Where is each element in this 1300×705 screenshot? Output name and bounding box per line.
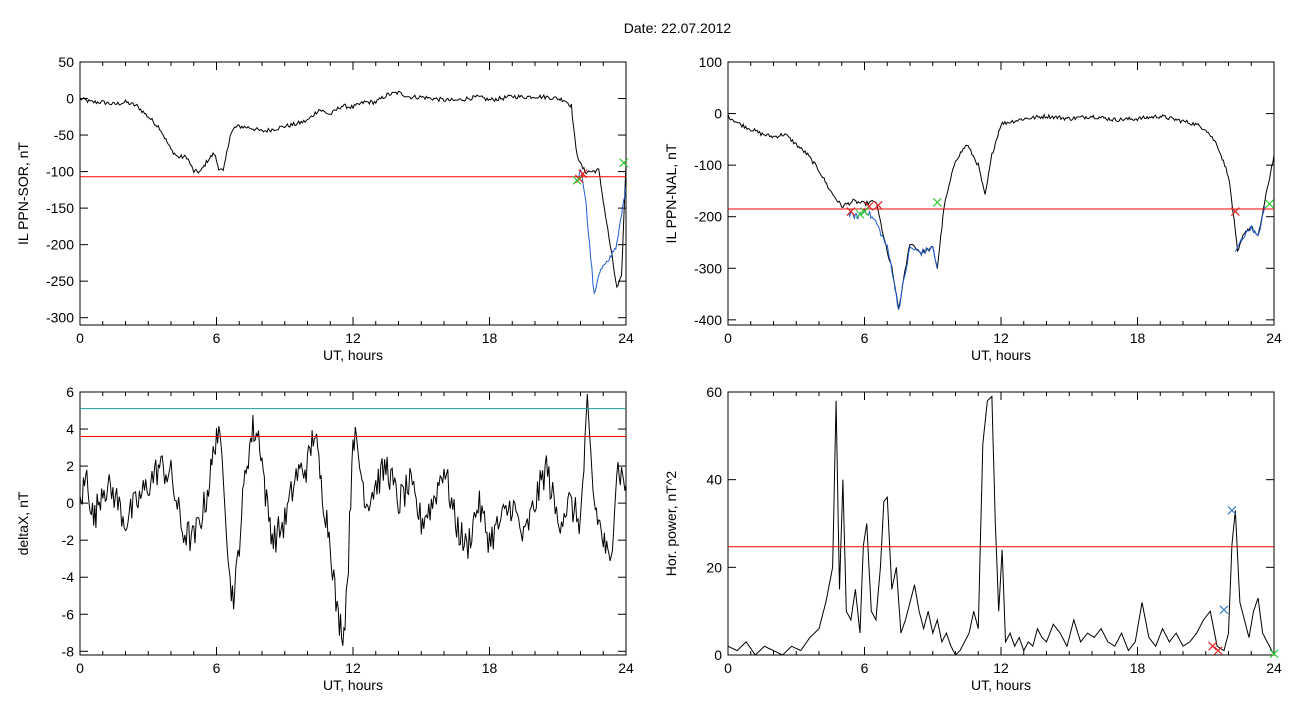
- x-axis-label: UT, hours: [323, 347, 383, 363]
- y-tick-label: 4: [66, 421, 74, 437]
- x-axis-label: UT, hours: [971, 677, 1031, 693]
- x-tick-label: 6: [861, 660, 869, 676]
- series-line-2: [1234, 206, 1266, 252]
- y-tick-label: -2: [62, 532, 75, 548]
- series-line-0: [80, 90, 626, 289]
- marker-x-7: [1265, 199, 1274, 209]
- y-tick-label: 0: [66, 495, 74, 511]
- marker-x-4: [855, 209, 865, 219]
- x-tick-label: 18: [482, 330, 498, 346]
- y-tick-label: 2: [66, 458, 74, 474]
- x-tick-label: 0: [724, 660, 732, 676]
- y-axis-label: deltaX, nT: [15, 491, 31, 555]
- y-tick-label: 60: [706, 384, 722, 400]
- x-tick-label: 24: [618, 330, 634, 346]
- x-tick-label: 18: [1130, 660, 1146, 676]
- x-tick-label: 12: [993, 660, 1009, 676]
- marker-x-1: [578, 169, 588, 179]
- y-axis-label: IL PPN-NAL, nT: [663, 143, 679, 243]
- y-tick-label: -200: [694, 209, 722, 225]
- x-tick-label: 24: [1266, 660, 1282, 676]
- chart-sor: 0 6 12 18 24 50 0 -50 -100 -150 -200 -250 -300 UT, ho…: [15, 54, 634, 363]
- plot-frame: [727, 391, 1275, 656]
- x-tick-label: 6: [213, 330, 221, 346]
- x-tick-label: 0: [76, 660, 84, 676]
- y-tick-label: -100: [46, 164, 74, 180]
- y-tick-label: -100: [694, 157, 722, 173]
- chart-power: 0 6 12 18 24 60 40 20 0 UT, hours Hor. power, nT^2: [663, 384, 1282, 693]
- x-tick-label: 0: [76, 330, 84, 346]
- y-tick-label: 20: [706, 559, 722, 575]
- x-tick-label: 24: [1266, 330, 1282, 346]
- marker-x-2: [873, 200, 883, 210]
- y-tick-label: -4: [62, 569, 75, 585]
- marker-x-0: [846, 207, 856, 216]
- y-tick-label: -300: [46, 310, 74, 326]
- y-axis-label: IL PPN-SOR, nT: [15, 142, 31, 245]
- marker-x-6: [932, 197, 942, 207]
- marker-x-3: [619, 158, 629, 168]
- marker-x-3: [1230, 207, 1240, 216]
- y-tick-label: 40: [706, 472, 722, 488]
- series-line-0: [728, 113, 1274, 310]
- series-line-0: [80, 393, 626, 646]
- y-tick-label: -50: [54, 127, 74, 143]
- x-axis-label: UT, hours: [323, 677, 383, 693]
- marker-x-0: [1208, 641, 1217, 651]
- x-tick-label: 12: [993, 330, 1009, 346]
- marker-x-3: [1227, 505, 1237, 515]
- series-line-1: [577, 168, 626, 295]
- y-tick-label: 0: [66, 91, 74, 107]
- x-tick-label: 6: [213, 660, 221, 676]
- x-tick-label: 24: [618, 660, 634, 676]
- chart-nal: 0 6 12 18 24 100 0 -100 -200 -300 -400 UT, hours IL …: [663, 54, 1282, 363]
- plot-frame: [727, 61, 1275, 326]
- y-axis-label: Hor. power, nT^2: [663, 471, 679, 577]
- marker-x-2: [572, 175, 582, 185]
- marker-x-4: [1269, 649, 1279, 659]
- marker-x-5: [860, 207, 869, 216]
- marker-x-1: [1213, 646, 1223, 656]
- figure-title: Date: 22.07.2012: [623, 20, 732, 36]
- y-tick-label: 100: [699, 54, 723, 70]
- series-line-0: [728, 395, 1274, 655]
- y-tick-label: 6: [66, 384, 74, 400]
- x-tick-label: 18: [1130, 330, 1146, 346]
- y-tick-label: 0: [714, 106, 722, 122]
- y-tick-label: 50: [58, 54, 74, 70]
- y-tick-label: -300: [694, 260, 722, 276]
- y-tick-label: 0: [714, 647, 722, 663]
- x-tick-label: 6: [861, 330, 869, 346]
- y-tick-label: -400: [694, 312, 722, 328]
- y-tick-label: -200: [46, 237, 74, 253]
- x-tick-label: 0: [724, 330, 732, 346]
- chart-deltax: 0 6 12 18 24 6 4 2 0 -2 -4 -6 -8 UT, hours deltaX, nT: [15, 384, 634, 693]
- x-tick-label: 12: [345, 660, 361, 676]
- plot-frame: [79, 61, 627, 326]
- series-line-1: [848, 207, 938, 311]
- y-tick-label: -150: [46, 200, 74, 216]
- marker-x-2: [1219, 605, 1229, 615]
- x-tick-label: 12: [345, 330, 361, 346]
- plot-frame: [79, 391, 627, 656]
- y-tick-label: -8: [62, 643, 75, 659]
- x-axis-label: UT, hours: [971, 347, 1031, 363]
- y-tick-label: -250: [46, 273, 74, 289]
- x-tick-label: 18: [482, 660, 498, 676]
- y-tick-label: -6: [62, 606, 75, 622]
